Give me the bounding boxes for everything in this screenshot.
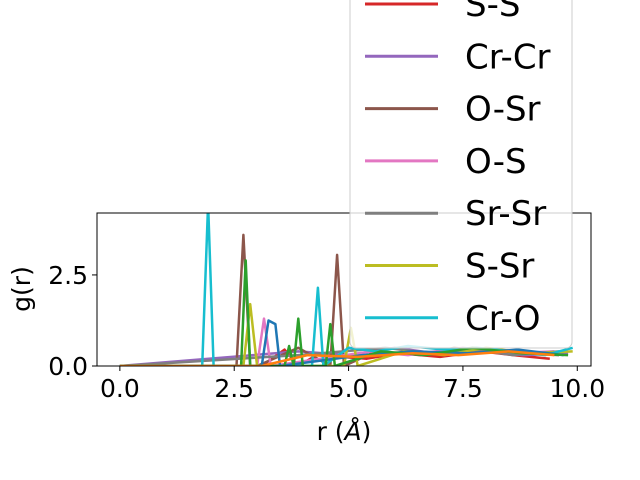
- legend-label-sr-sr: Sr-Sr: [465, 194, 546, 234]
- plot-frame: [96, 212, 592, 367]
- legend-label-s-s: S-S: [465, 0, 520, 25]
- x-tick-label: 7.5: [443, 374, 483, 403]
- x-tick-label: 2.5: [214, 374, 254, 403]
- legend: S-S Cr-Cr O-Sr O-S Sr-Sr S-Sr Cr-O: [349, 0, 573, 349]
- y-axis-ticks: 0.0 2.5: [48, 261, 97, 381]
- x-tick-label: 10.0: [549, 374, 605, 403]
- series-line-unlabeled-8: [119, 259, 569, 366]
- x-axis-ticks: 0.0 2.5 5.0 7.5 10.0: [100, 366, 605, 403]
- series-layer: [119, 213, 574, 366]
- legend-label-o-sr: O-Sr: [465, 90, 541, 130]
- legend-label-cr-o: Cr-O: [465, 299, 541, 339]
- y-axis-label: g(r): [7, 266, 36, 312]
- legend-label-o-s: O-S: [465, 142, 527, 182]
- legend-label-s-sr: S-Sr: [465, 247, 534, 287]
- y-tick-label: 2.5: [48, 261, 88, 290]
- x-tick-label: 0.0: [100, 374, 140, 403]
- series-line-unlabeled-9: [119, 350, 555, 366]
- x-tick-label: 5.0: [329, 374, 369, 403]
- legend-label-cr-cr: Cr-Cr: [465, 37, 551, 77]
- legend-box: [349, 0, 573, 349]
- y-tick-label: 0.0: [48, 352, 88, 381]
- x-axis-label: r (Å): [317, 417, 372, 446]
